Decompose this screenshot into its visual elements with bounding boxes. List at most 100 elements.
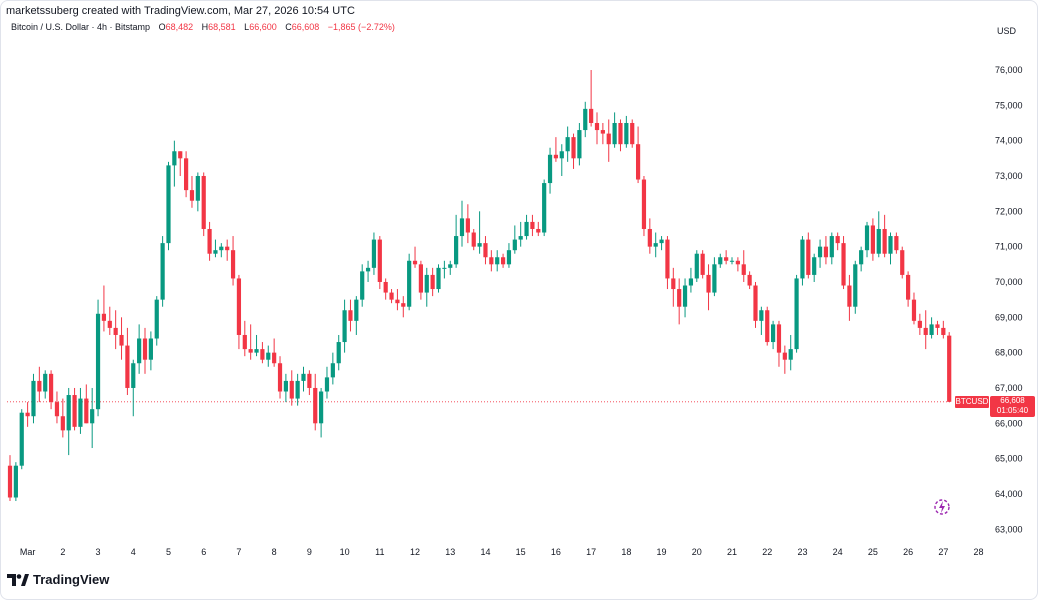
candle-body xyxy=(600,130,605,134)
open-label: O xyxy=(158,22,166,32)
candle-body xyxy=(377,239,382,282)
candle-body xyxy=(365,267,371,272)
candle-body xyxy=(565,137,570,152)
candle-body xyxy=(653,243,658,247)
x-tick-label: 13 xyxy=(445,547,455,557)
candle-body xyxy=(882,228,887,254)
candle-body xyxy=(289,380,294,399)
candle-body xyxy=(324,377,330,392)
candle-body xyxy=(659,239,664,244)
x-tick-label: Mar xyxy=(20,547,36,557)
y-tick-label: 70,000 xyxy=(995,277,1023,287)
candle-body xyxy=(360,271,365,300)
candle-body xyxy=(219,246,224,251)
candle-body xyxy=(712,264,717,293)
x-tick-label: 27 xyxy=(938,547,948,557)
candle-body xyxy=(694,253,699,279)
y-tick-label: 64,000 xyxy=(995,489,1023,499)
candle-body xyxy=(612,122,617,145)
candle-body xyxy=(483,243,488,258)
candle-body xyxy=(682,285,688,307)
candle-body xyxy=(60,416,65,431)
candle-body xyxy=(524,221,529,237)
candle-body xyxy=(113,327,118,335)
candle-body xyxy=(166,165,171,244)
candle-body xyxy=(812,257,817,275)
candle-body xyxy=(424,274,429,293)
candle-body xyxy=(847,285,852,307)
high-value: 68,581 xyxy=(208,22,236,32)
candle-body xyxy=(283,380,288,392)
candle-body xyxy=(536,228,541,233)
candle-body xyxy=(870,225,875,254)
y-tick-label: 67,000 xyxy=(995,383,1023,393)
candle-body xyxy=(900,250,905,275)
y-tick-label: 68,000 xyxy=(995,348,1023,358)
x-tick-label: 24 xyxy=(833,547,843,557)
y-tick-label: 71,000 xyxy=(995,242,1023,252)
candle-body xyxy=(7,465,13,498)
candle-body xyxy=(148,338,153,360)
candle-body xyxy=(401,303,406,307)
candle-body xyxy=(225,246,230,251)
candle-body xyxy=(817,246,823,258)
candle-body xyxy=(794,278,799,350)
candle-body xyxy=(935,324,940,328)
candle-body xyxy=(776,324,782,353)
candle-body xyxy=(142,338,148,360)
candle-body xyxy=(506,250,512,265)
close-label: C xyxy=(285,22,292,32)
y-tick-label: 65,000 xyxy=(995,454,1023,464)
candle-body xyxy=(589,108,594,123)
candle-body xyxy=(242,334,247,350)
candle-body xyxy=(906,274,911,300)
y-tick-label: 76,000 xyxy=(995,65,1023,75)
candle-body xyxy=(559,151,564,159)
candle-body xyxy=(125,345,130,388)
currency-label[interactable]: USD xyxy=(997,26,1017,36)
candle-body xyxy=(835,236,840,244)
tradingview-logo-icon xyxy=(7,573,29,586)
ohlc-legend: Bitcoin / U.S. Dollar · 4h · Bitstamp O 6… xyxy=(11,22,395,32)
candle-body xyxy=(78,398,83,427)
candle-body xyxy=(718,257,723,265)
candle-body xyxy=(66,395,71,431)
x-tick-label: 25 xyxy=(868,547,878,557)
candle-body xyxy=(13,465,18,498)
candle-body xyxy=(254,349,259,353)
ticker-tag: BTCUSD xyxy=(955,396,989,408)
x-tick-label: 23 xyxy=(797,547,807,557)
candle-body xyxy=(941,327,946,335)
candle-body xyxy=(172,151,177,166)
candle-body xyxy=(307,373,312,388)
candle-body xyxy=(553,154,559,159)
candle-body xyxy=(119,334,124,346)
x-tick-label: 19 xyxy=(657,547,667,557)
candle-body xyxy=(677,289,682,307)
tradingview-brand[interactable]: TradingView xyxy=(7,572,109,587)
symbol-title[interactable]: Bitcoin / U.S. Dollar · 4h · Bitstamp xyxy=(11,22,151,32)
last-price-value: 66,608 xyxy=(1000,396,1025,405)
low-label: L xyxy=(244,22,250,32)
candle-body xyxy=(454,236,459,265)
candle-body xyxy=(724,257,729,261)
x-tick-label: 18 xyxy=(621,547,631,557)
candle-body xyxy=(348,310,353,321)
candle-body xyxy=(759,310,764,321)
candle-body xyxy=(530,221,535,229)
x-tick-label: 9 xyxy=(307,547,312,557)
candle-body xyxy=(418,264,423,293)
candle-body xyxy=(189,190,195,201)
candle-body xyxy=(876,228,881,254)
candle-body xyxy=(407,260,412,307)
candle-body xyxy=(706,274,711,293)
candle-body xyxy=(606,133,611,145)
x-tick-label: 28 xyxy=(974,547,984,557)
x-tick-label: 7 xyxy=(236,547,241,557)
low-value: 66,600 xyxy=(249,22,277,32)
candle-body xyxy=(518,236,523,240)
alert-icon[interactable] xyxy=(933,498,951,516)
candle-body xyxy=(806,239,811,275)
candle-body xyxy=(230,250,236,279)
